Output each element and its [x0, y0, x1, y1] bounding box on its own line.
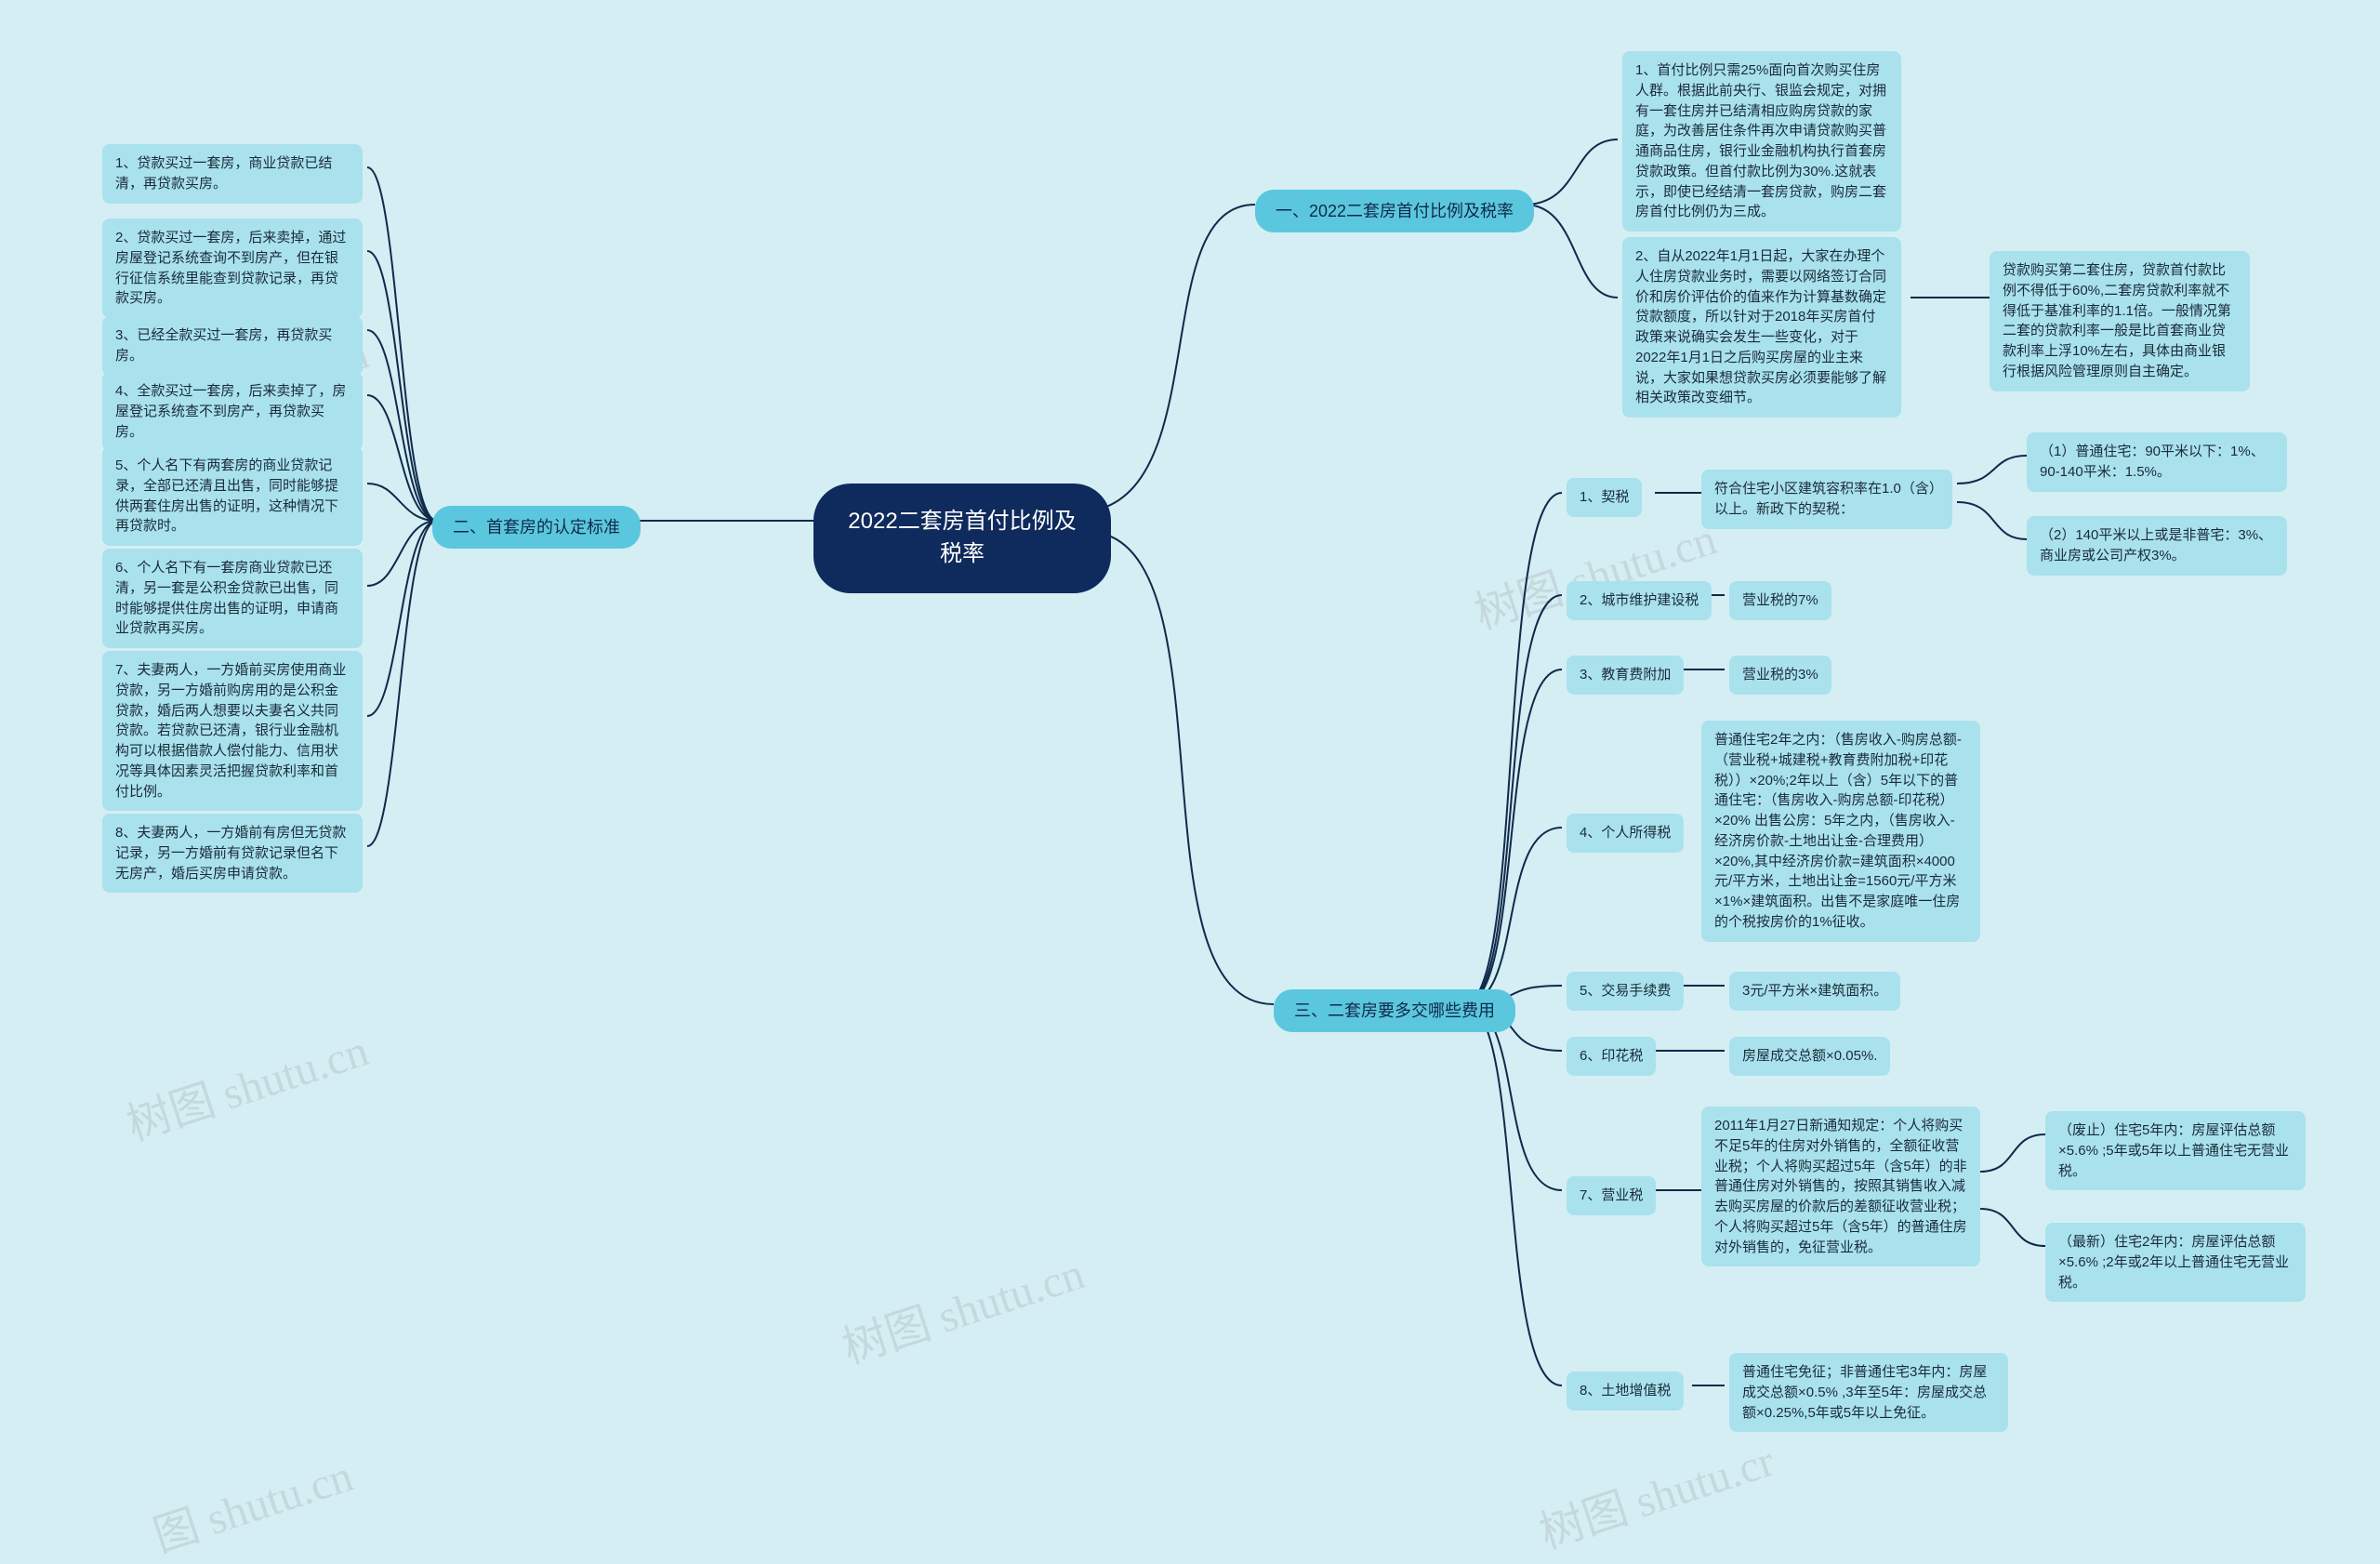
r1-item-1: 1、首付比例只需25%面向首次购买住房人群。根据此前央行、银监会规定，对拥有一套… — [1622, 51, 1901, 232]
fee-6-label: 6、印花税 — [1567, 1037, 1656, 1076]
r1-item-2: 2、自从2022年1月1日起，大家在办理个人住房贷款业务时，需要以网络签订合同价… — [1622, 237, 1901, 418]
left-item-4: 4、全款买过一套房，后来卖掉了，房屋登记系统查不到房产，再贷款买房。 — [102, 372, 363, 451]
fee-7-desc: 2011年1月27日新通知规定：个人将购买不足5年的住房对外销售的，全额征收营业… — [1701, 1107, 1980, 1266]
branch-left: 二、首套房的认定标准 — [432, 506, 641, 549]
branch-r3: 三、二套房要多交哪些费用 — [1274, 989, 1515, 1032]
left-item-1: 1、贷款买过一套房，商业贷款已结清，再贷款买房。 — [102, 144, 363, 204]
fee-7-sub1: （废止）住宅5年内：房屋评估总额×5.6% ;5年或5年以上普通住宅无营业税。 — [2045, 1111, 2306, 1190]
left-item-2: 2、贷款买过一套房，后来卖掉，通过房屋登记系统查询不到房产，但在银行征信系统里能… — [102, 219, 363, 318]
fee-1-label: 1、契税 — [1567, 478, 1642, 517]
branch-r1: 一、2022二套房首付比例及税率 — [1255, 190, 1534, 232]
left-item-3: 3、已经全款买过一套房，再贷款买房。 — [102, 316, 363, 376]
r1-item-2-sub: 贷款购买第二套住房，贷款首付款比例不得低于60%,二套房贷款利率就不得低于基准利… — [1990, 251, 2250, 391]
fee-7-label: 7、营业税 — [1567, 1176, 1656, 1215]
watermark: 图 shutu.cn — [144, 1439, 360, 1564]
watermark: 树图 shutu.cn — [833, 1237, 1091, 1376]
fee-3-desc: 营业税的3% — [1729, 656, 1831, 695]
fee-2-label: 2、城市维护建设税 — [1567, 581, 1712, 620]
fee-1-sub1: （1）普通住宅：90平米以下：1%、90-140平米：1.5%。 — [2027, 432, 2287, 492]
left-item-8: 8、夫妻两人，一方婚前有房但无贷款记录，另一方婚前有贷款记录但名下无房产，婚后买… — [102, 814, 363, 893]
fee-1-sub2: （2）140平米以上或是非普宅：3%、商业房或公司产权3%。 — [2027, 516, 2287, 576]
fee-5-desc: 3元/平方米×建筑面积。 — [1729, 972, 1900, 1011]
fee-4-desc: 普通住宅2年之内：（售房收入-购房总额-（营业税+城建税+教育费附加税+印花税）… — [1701, 721, 1980, 942]
left-item-6: 6、个人名下有一套房商业贷款已还清，另一套是公积金贷款已出售，同时能够提供住房出… — [102, 549, 363, 648]
fee-8-desc: 普通住宅免征；非普通住宅3年内：房屋成交总额×0.5% ,3年至5年：房屋成交总… — [1729, 1353, 2008, 1432]
fee-4-label: 4、个人所得税 — [1567, 814, 1684, 853]
root-node: 2022二套房首付比例及税率 — [813, 484, 1111, 593]
fee-6-desc: 房屋成交总额×0.05%. — [1729, 1037, 1890, 1076]
fee-5-label: 5、交易手续费 — [1567, 972, 1684, 1011]
fee-8-label: 8、土地增值税 — [1567, 1372, 1684, 1411]
left-item-5: 5、个人名下有两套房的商业贷款记录，全部已还清且出售，同时能够提供两套住房出售的… — [102, 446, 363, 546]
fee-3-label: 3、教育费附加 — [1567, 656, 1684, 695]
watermark: 树图 shutu.cr — [1530, 1424, 1781, 1560]
fee-1-desc: 符合住宅小区建筑容积率在1.0（含）以上。新政下的契税： — [1701, 470, 1952, 529]
fee-7-sub2: （最新）住宅2年内：房屋评估总额×5.6% ;2年或2年以上普通住宅无营业税。 — [2045, 1223, 2306, 1302]
watermark: 树图 shutu.cn — [117, 1014, 376, 1153]
fee-2-desc: 营业税的7% — [1729, 581, 1831, 620]
left-item-7: 7、夫妻两人，一方婚前买房使用商业贷款，另一方婚前购房用的是公积金贷款，婚后两人… — [102, 651, 363, 811]
watermark: 树图 shutu.cn — [1465, 502, 1724, 642]
